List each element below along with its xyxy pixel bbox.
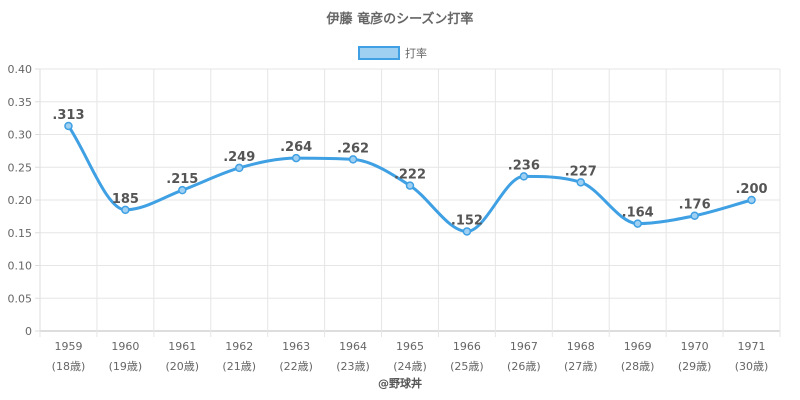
x-tick-sublabel: (21歳) (222, 360, 256, 373)
x-tick-sublabel: (19歳) (109, 360, 143, 373)
x-tick-label: 1965 (396, 340, 424, 353)
x-tick-label: 1966 (453, 340, 481, 353)
data-label: 185 (112, 192, 139, 207)
x-tick-label: 1967 (510, 340, 538, 353)
credit-label: @野球丼 (378, 376, 422, 390)
y-tick-label: 0.25 (8, 161, 33, 174)
data-label: .222 (394, 168, 426, 183)
x-tick-label: 1970 (681, 340, 709, 353)
x-tick-sublabel: (26歳) (507, 360, 541, 373)
data-label: .164 (622, 206, 654, 221)
x-tick-sublabel: (27歳) (564, 360, 598, 373)
y-tick-label: 0.05 (8, 292, 33, 305)
data-point (178, 185, 187, 195)
chart-title: 伊藤 竜彦のシーズン打率 (326, 11, 474, 27)
data-point (747, 195, 756, 205)
x-tick-sublabel: (29歳) (678, 360, 712, 373)
data-point (348, 155, 358, 164)
data-label: .264 (280, 140, 312, 155)
y-tick-label: 0.20 (8, 194, 33, 207)
x-tick-sublabel: (25歳) (450, 360, 484, 373)
data-labels: .313 185 .215 .249 .264 .262 .222 .152 .236 .227.… (52, 108, 767, 228)
y-tick-label: 0.15 (8, 227, 33, 240)
data-label: .262 (337, 141, 369, 156)
x-tick-sublabel: (28歳) (621, 360, 655, 373)
data-point (405, 181, 415, 190)
data-label: .236 (508, 158, 540, 173)
legend-swatch (358, 46, 400, 60)
data-label: .249 (223, 150, 255, 165)
axes: 0 0.05 0.10 0.15 0.20 0.25 0.30 0.35 0.40 1959 (18… (8, 63, 769, 373)
x-tick-label: 1960 (111, 340, 139, 353)
x-tick-label: 1961 (168, 340, 196, 353)
data-point (519, 172, 529, 181)
x-tick-sublabel: (24歳) (393, 360, 427, 373)
y-tick-label: 0.35 (8, 96, 33, 109)
series-batting-average (64, 121, 756, 236)
data-point (462, 227, 472, 236)
y-tick-label: 0.40 (8, 63, 33, 76)
data-label: .200 (735, 182, 767, 197)
x-tick-sublabel: (23歳) (336, 360, 370, 373)
data-point (690, 211, 699, 220)
x-tick-label: 1959 (54, 340, 82, 353)
data-label: .176 (679, 198, 711, 213)
y-tick-label: 0.10 (8, 260, 33, 273)
x-tick-label: 1963 (282, 340, 310, 353)
x-tick-sublabel: (30歳) (735, 360, 769, 373)
data-point (234, 163, 244, 173)
x-tick-label: 1964 (339, 340, 367, 353)
y-tick-label: 0 (25, 325, 32, 338)
x-tick-sublabel: (18歳) (52, 360, 86, 373)
x-tick-label: 1968 (567, 340, 595, 353)
x-tick-sublabel: (20歳) (166, 360, 200, 373)
data-label: .215 (166, 172, 198, 187)
y-tick-label: 0.30 (8, 129, 33, 142)
data-label: .313 (52, 108, 84, 123)
data-point (633, 219, 642, 228)
legend[interactable]: 打率 (358, 46, 427, 60)
data-label: .152 (451, 213, 483, 228)
legend-label: 打率 (405, 46, 427, 60)
data-point (576, 178, 586, 187)
x-tick-sublabel: (22歳) (279, 360, 313, 373)
x-tick-label: 1969 (624, 340, 652, 353)
data-point (291, 153, 301, 163)
data-point (64, 121, 73, 131)
data-point (121, 205, 130, 215)
data-label: .227 (565, 164, 597, 179)
x-tick-label: 1962 (225, 340, 253, 353)
x-tick-label: 1971 (738, 340, 766, 353)
